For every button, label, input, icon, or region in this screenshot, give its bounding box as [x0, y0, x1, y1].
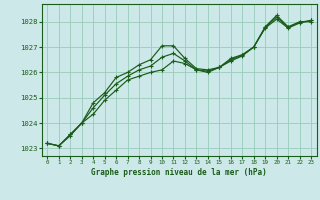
- X-axis label: Graphe pression niveau de la mer (hPa): Graphe pression niveau de la mer (hPa): [91, 168, 267, 177]
